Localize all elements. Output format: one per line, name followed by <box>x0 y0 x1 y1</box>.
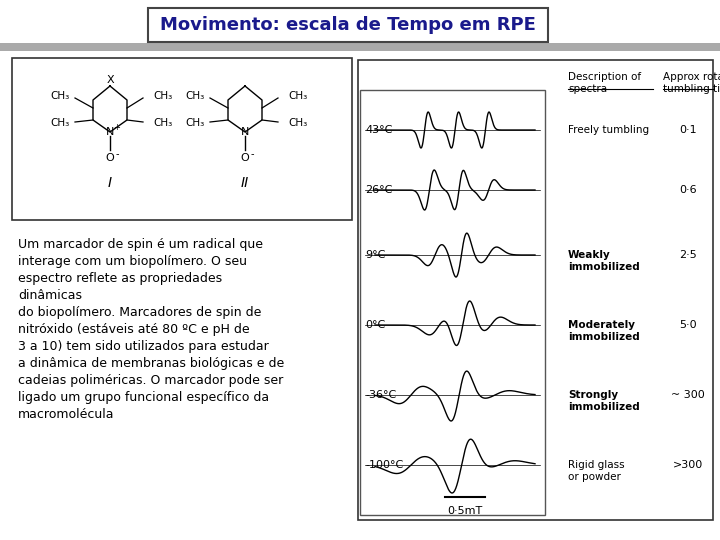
Text: CH₃: CH₃ <box>50 118 70 128</box>
Text: 9°C: 9°C <box>365 250 385 260</box>
Bar <box>148 8 548 42</box>
Text: 3 a 10) tem sido utilizados para estudar: 3 a 10) tem sido utilizados para estudar <box>18 340 269 353</box>
Text: ligado um grupo funcional específico da: ligado um grupo funcional específico da <box>18 391 269 404</box>
Text: N: N <box>106 127 114 137</box>
Text: II: II <box>241 176 249 190</box>
Text: a dinâmica de membranas biológicas e de: a dinâmica de membranas biológicas e de <box>18 357 284 370</box>
Text: CH₃: CH₃ <box>288 118 307 128</box>
Text: O: O <box>240 153 249 163</box>
Text: 0°C: 0°C <box>365 320 385 330</box>
Text: CH₃: CH₃ <box>153 118 172 128</box>
Text: -: - <box>251 149 253 159</box>
Text: dinâmicas: dinâmicas <box>18 289 82 302</box>
Text: 0·1: 0·1 <box>679 125 697 135</box>
Text: CH₃: CH₃ <box>153 91 172 101</box>
Text: Strongly
immobilized: Strongly immobilized <box>568 390 640 411</box>
Text: Um marcador de spin é um radical que: Um marcador de spin é um radical que <box>18 238 263 251</box>
Text: X: X <box>106 75 114 85</box>
Text: do biopolímero. Marcadores de spin de: do biopolímero. Marcadores de spin de <box>18 306 261 319</box>
Text: 0·6: 0·6 <box>679 185 697 195</box>
Text: CH₃: CH₃ <box>186 118 205 128</box>
Bar <box>12 58 352 220</box>
Text: cadeias poliméricas. O marcador pode ser: cadeias poliméricas. O marcador pode ser <box>18 374 283 387</box>
Text: Weakly
immobilized: Weakly immobilized <box>568 250 640 272</box>
Text: interage com um biopolímero. O seu: interage com um biopolímero. O seu <box>18 255 247 268</box>
Text: Description of
spectra: Description of spectra <box>568 72 641 93</box>
Text: I: I <box>108 176 112 190</box>
Text: -: - <box>115 149 119 159</box>
Text: 0·5mT: 0·5mT <box>447 506 482 516</box>
Text: macromolécula: macromolécula <box>18 408 114 421</box>
Text: 26°C: 26°C <box>365 185 392 195</box>
Text: CH₃: CH₃ <box>186 91 205 101</box>
Text: N: N <box>240 127 249 137</box>
Text: -36°C: -36°C <box>365 390 396 400</box>
Text: 2·5: 2·5 <box>679 250 697 260</box>
Text: 43°C: 43°C <box>365 125 392 135</box>
Text: nitróxido (estáveis até 80 ºC e pH de: nitróxido (estáveis até 80 ºC e pH de <box>18 323 250 336</box>
Bar <box>0 43 720 51</box>
Text: Movimento: escala de Tempo em RPE: Movimento: escala de Tempo em RPE <box>160 16 536 34</box>
Text: Freely tumbling: Freely tumbling <box>568 125 649 135</box>
Text: ~ 300: ~ 300 <box>671 390 705 400</box>
Text: espectro reflete as propriedades: espectro reflete as propriedades <box>18 272 222 285</box>
Text: 5·0: 5·0 <box>679 320 697 330</box>
Text: Moderately
immobilized: Moderately immobilized <box>568 320 640 342</box>
Text: Rigid glass
or powder: Rigid glass or powder <box>568 460 625 482</box>
Text: +: + <box>114 124 120 132</box>
Text: Approx rotational
tumbling times (ns): Approx rotational tumbling times (ns) <box>663 72 720 93</box>
Text: >300: >300 <box>673 460 703 470</box>
Text: -100°C: -100°C <box>365 460 403 470</box>
Bar <box>358 60 713 520</box>
Text: O: O <box>106 153 114 163</box>
Bar <box>360 90 545 515</box>
Text: CH₃: CH₃ <box>288 91 307 101</box>
Text: CH₃: CH₃ <box>50 91 70 101</box>
